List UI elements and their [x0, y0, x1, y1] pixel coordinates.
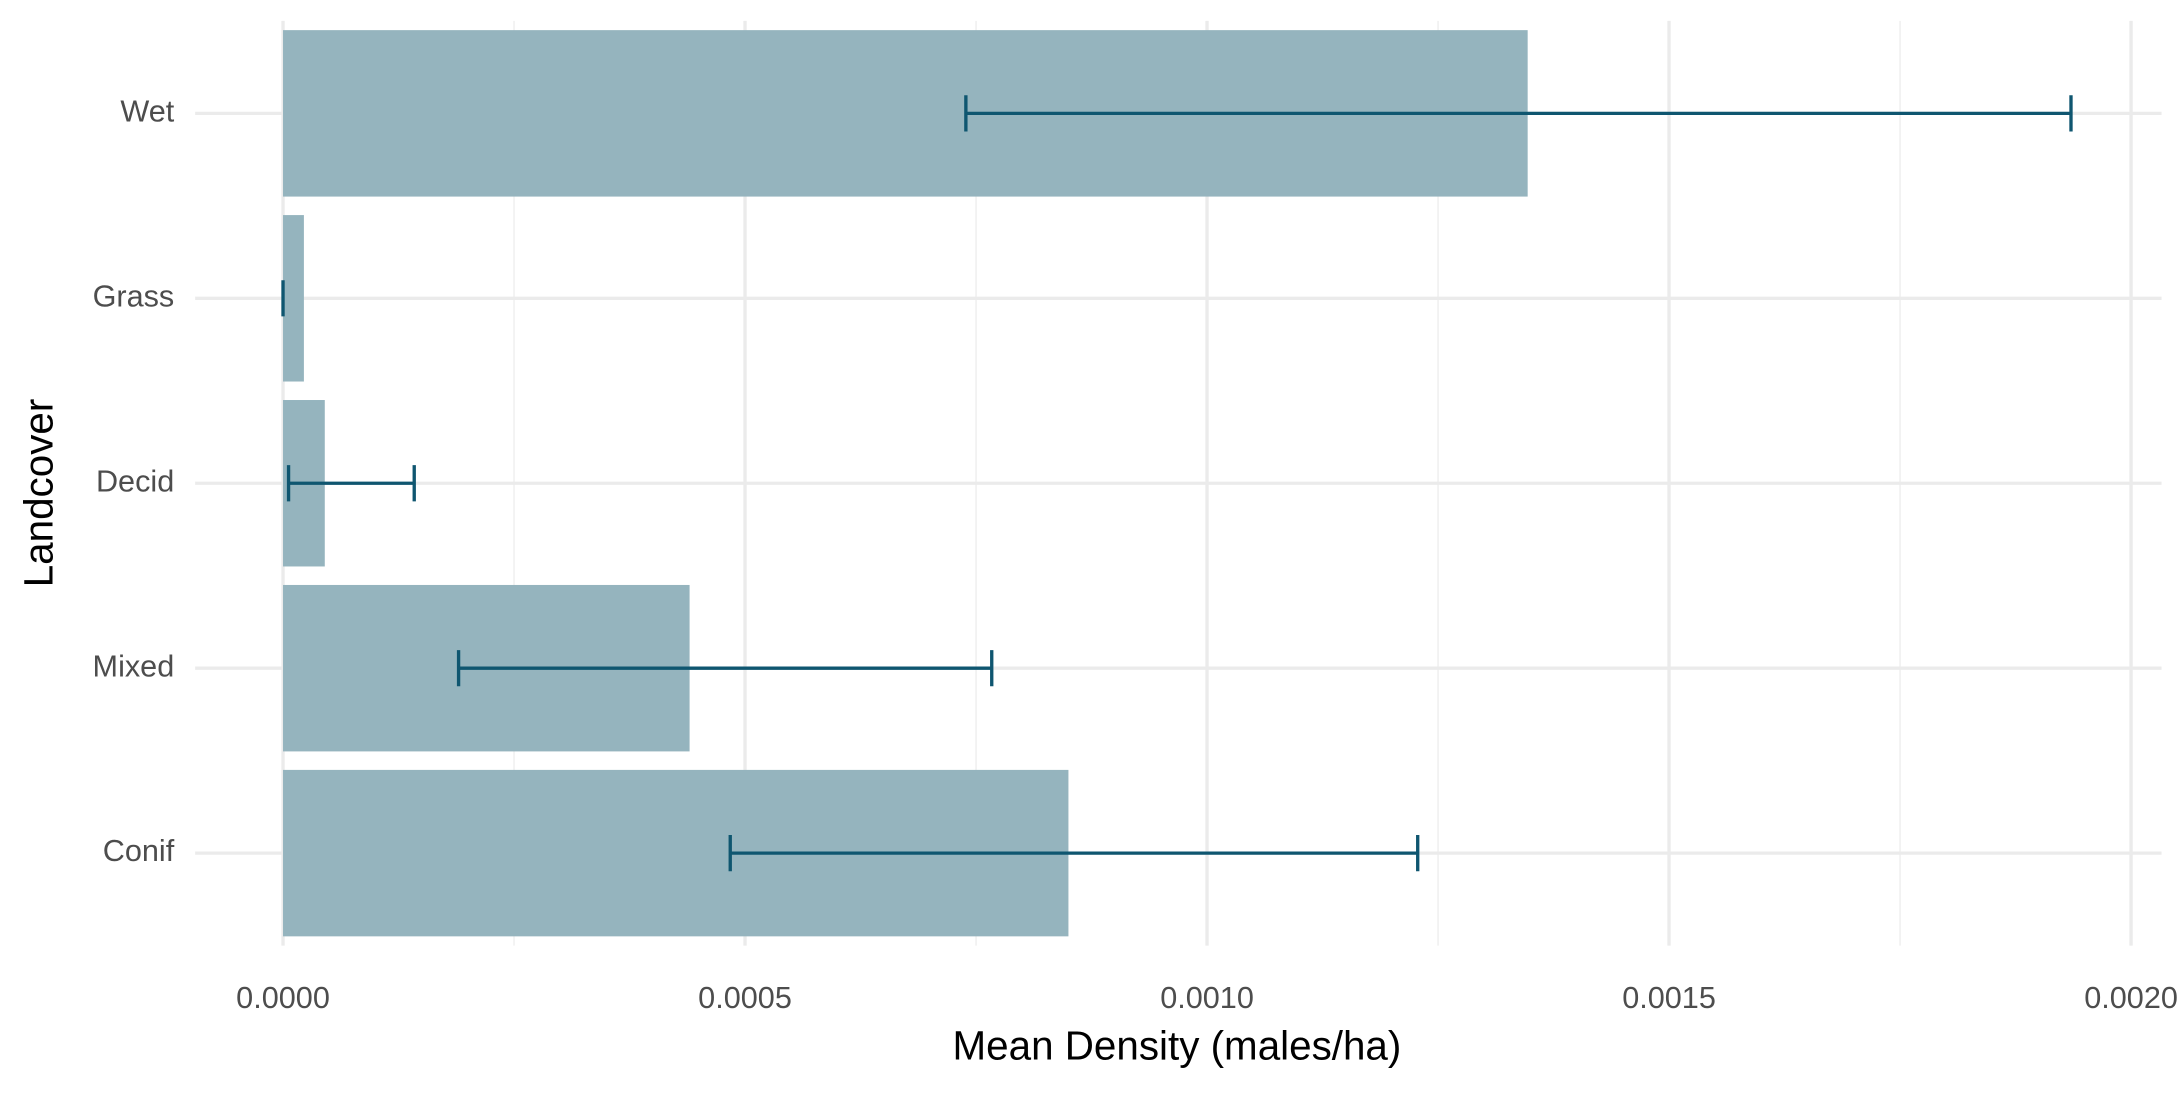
- x-tick-label: 0.0020: [2084, 981, 2178, 1015]
- error-bar: [286, 465, 416, 502]
- y-tick-label: Grass: [93, 279, 175, 313]
- x-tick-label: 0.0005: [698, 981, 792, 1015]
- y-tick-label: Decid: [96, 464, 174, 498]
- error-bar-line: [728, 835, 1420, 872]
- error-bar: [456, 650, 994, 687]
- x-tick-label: 0.0015: [1622, 981, 1716, 1015]
- error-bar-line: [286, 465, 416, 502]
- y-tick-label: Mixed: [93, 649, 175, 683]
- y-axis-title: Landcover: [16, 399, 62, 588]
- y-tick-label: Conif: [103, 834, 175, 868]
- error-bar: [728, 835, 1420, 872]
- error-bar: [964, 95, 2073, 132]
- error-bar-line: [964, 95, 2073, 132]
- error-bar-line: [456, 650, 994, 687]
- x-tick-label: 0.0000: [236, 981, 330, 1015]
- y-tick-label: Wet: [120, 94, 174, 128]
- x-axis-title: Mean Density (males/ha): [953, 1022, 1402, 1068]
- x-tick-label: 0.0010: [1160, 981, 1254, 1015]
- bar: [283, 215, 304, 382]
